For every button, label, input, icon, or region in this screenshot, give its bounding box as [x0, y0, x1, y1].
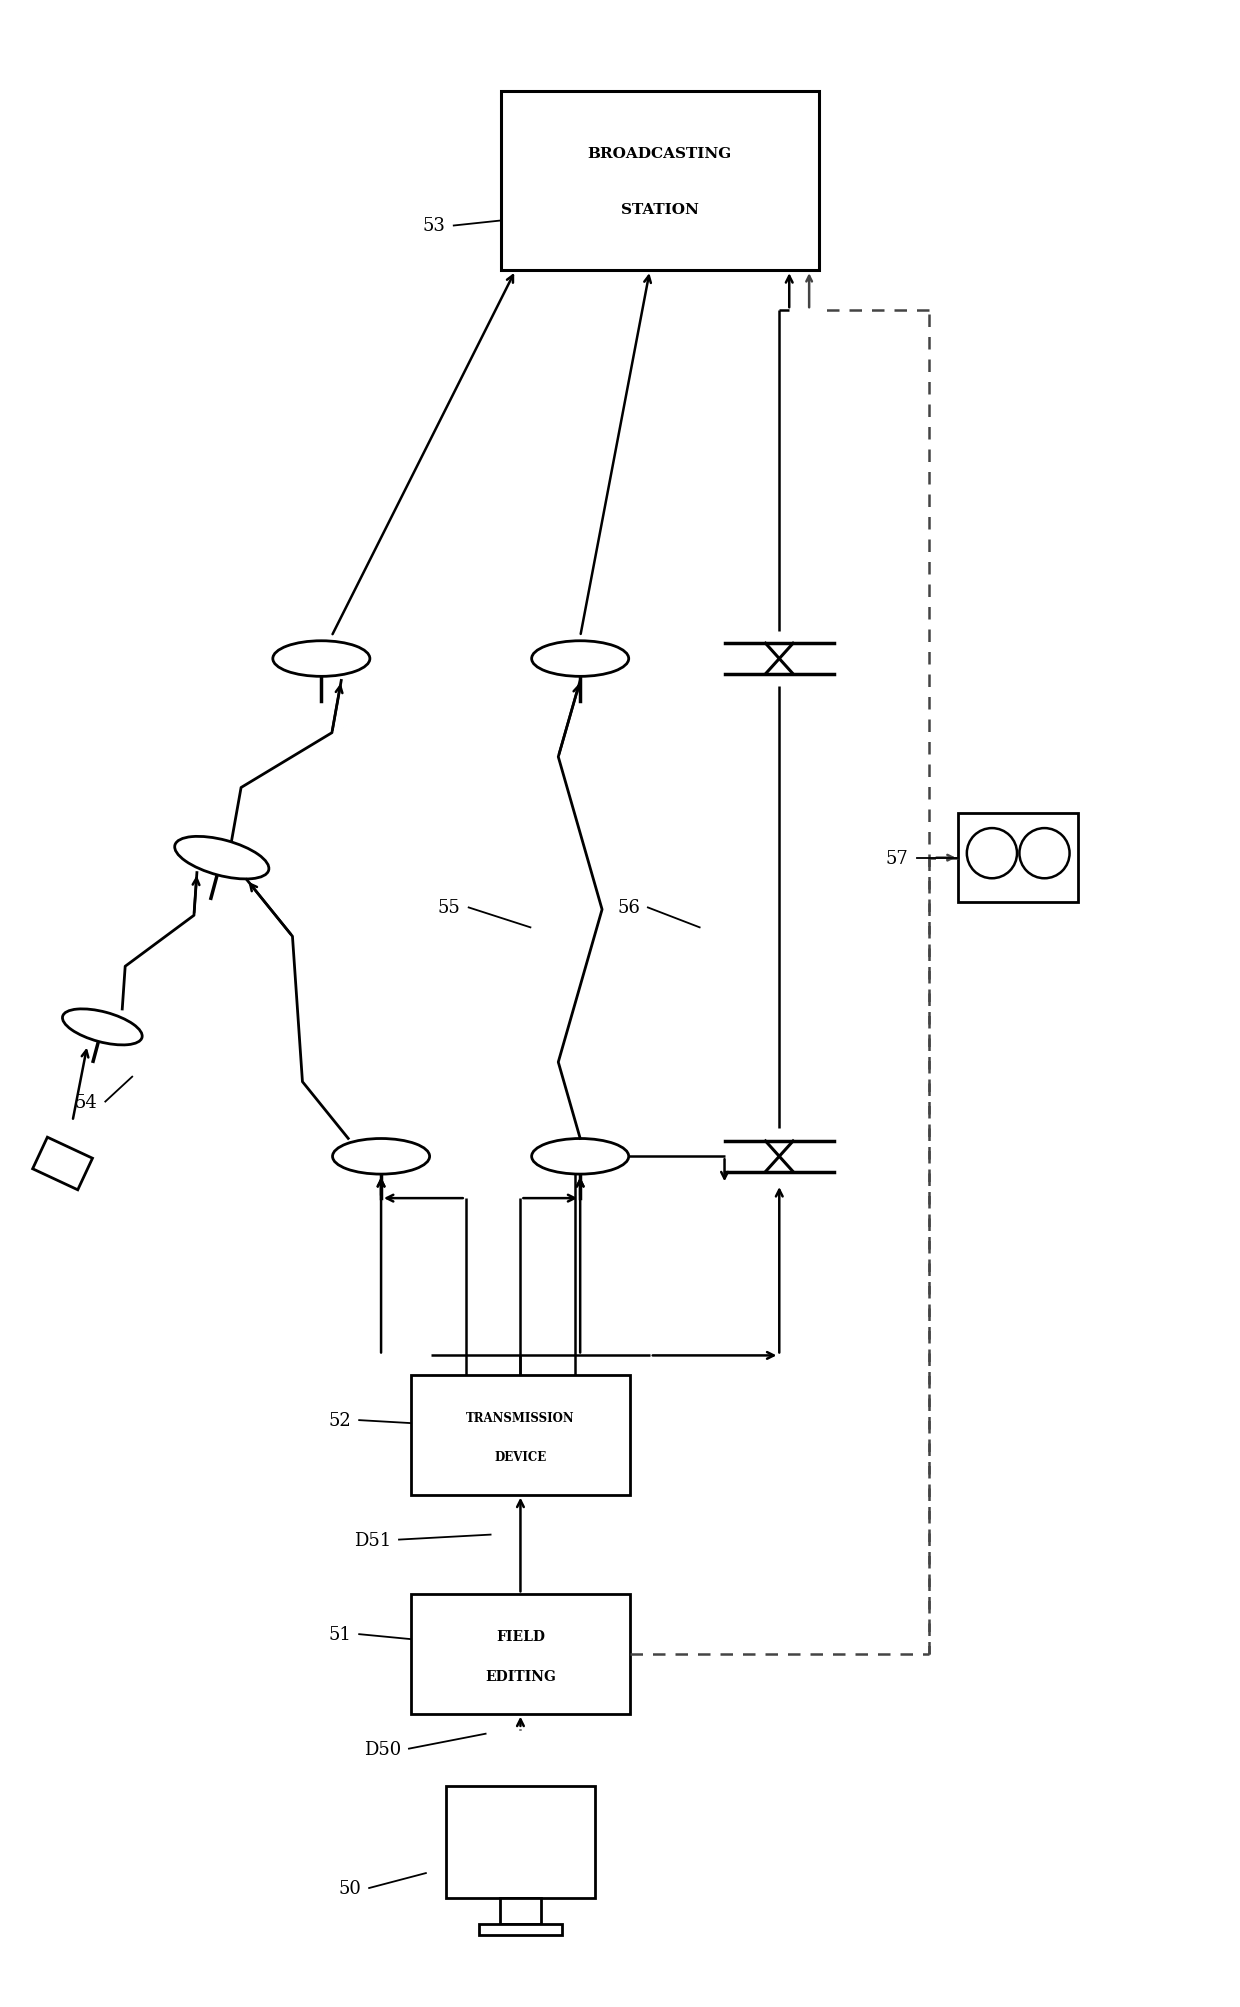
Bar — [32, 1138, 93, 1190]
Bar — [410, 1594, 630, 1714]
Text: 55: 55 — [438, 899, 461, 917]
Text: 54: 54 — [74, 1094, 98, 1112]
Ellipse shape — [532, 642, 629, 676]
Ellipse shape — [175, 837, 269, 879]
Text: 53: 53 — [423, 217, 446, 235]
Text: DEVICE: DEVICE — [495, 1451, 547, 1463]
Bar — [959, 813, 1078, 903]
Bar — [500, 1899, 541, 1925]
Ellipse shape — [62, 1010, 143, 1046]
Ellipse shape — [273, 642, 370, 676]
Bar — [446, 1786, 595, 1899]
Text: 52: 52 — [329, 1411, 351, 1429]
Ellipse shape — [532, 1138, 629, 1174]
Bar — [480, 1925, 562, 1935]
Bar — [410, 1375, 630, 1495]
Text: 51: 51 — [329, 1626, 351, 1644]
Bar — [501, 92, 820, 271]
Text: STATION: STATION — [621, 203, 699, 217]
Text: 57: 57 — [885, 849, 909, 867]
Text: EDITING: EDITING — [485, 1670, 556, 1684]
Text: 50: 50 — [339, 1879, 361, 1897]
Circle shape — [967, 829, 1017, 879]
Text: 56: 56 — [618, 899, 640, 917]
Text: TRANSMISSION: TRANSMISSION — [466, 1411, 575, 1423]
Circle shape — [1019, 829, 1070, 879]
Text: D51: D51 — [353, 1531, 391, 1549]
Text: D50: D50 — [363, 1740, 401, 1758]
Ellipse shape — [332, 1138, 429, 1174]
Text: FIELD: FIELD — [496, 1630, 544, 1644]
Text: BROADCASTING: BROADCASTING — [588, 147, 732, 161]
